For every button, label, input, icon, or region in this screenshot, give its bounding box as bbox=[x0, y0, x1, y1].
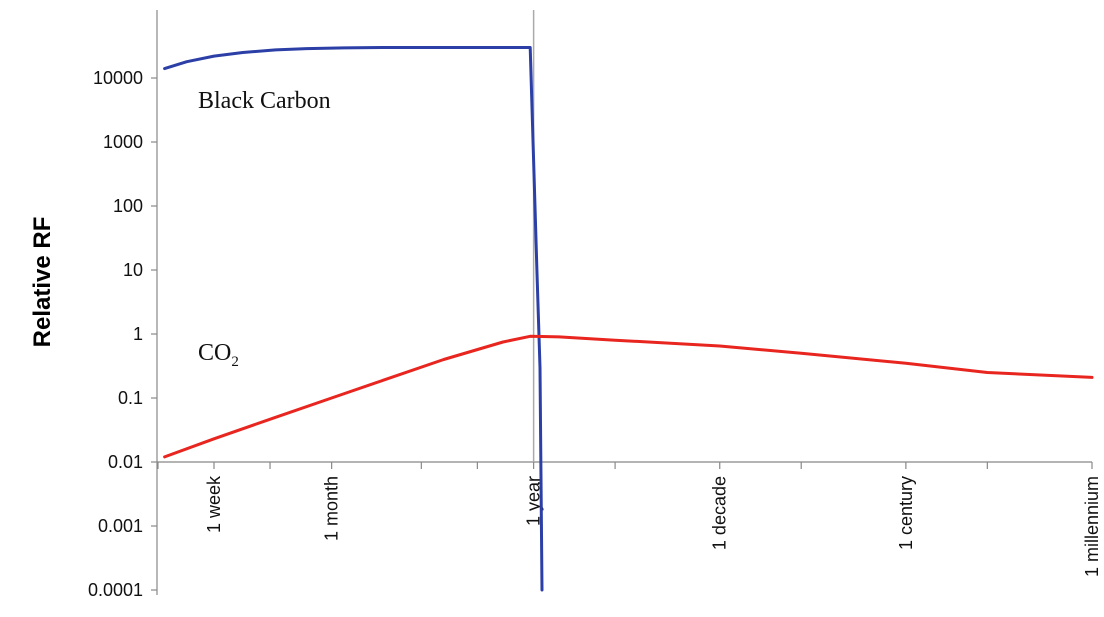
co2-label-main: CO bbox=[198, 340, 231, 366]
y-axis-title: Relative RF bbox=[29, 217, 56, 348]
y-tick-label: 1000 bbox=[103, 132, 143, 152]
y-tick-labels: 10000 1000 100 10 1 0.1 0.01 0.001 0.0001 bbox=[88, 68, 143, 600]
y-tick-label: 10000 bbox=[93, 68, 143, 88]
y-tick-label: 0.0001 bbox=[88, 580, 143, 600]
x-tick-label: 1 week bbox=[204, 475, 224, 533]
co2-label-subscript: 2 bbox=[231, 354, 239, 370]
y-tick-label: 0.01 bbox=[108, 452, 143, 472]
y-tick-label: 100 bbox=[113, 196, 143, 216]
y-tick-label: 10 bbox=[123, 260, 143, 280]
black-carbon-series-line bbox=[163, 46, 544, 592]
x-tick-label: 1 decade bbox=[710, 476, 730, 550]
co2-series-line bbox=[163, 334, 1094, 459]
x-tick-labels: 1 week 1 month 1 year 1 decade 1 century 1 mi… bbox=[204, 475, 1102, 577]
x-tick-label: 1 century bbox=[896, 476, 916, 550]
co2-label: CO2 bbox=[198, 340, 239, 370]
x-tick-label: 1 month bbox=[322, 476, 342, 541]
axes bbox=[151, 10, 1093, 595]
black-carbon-label: Black Carbon bbox=[198, 88, 331, 114]
x-tick-label: 1 millennium bbox=[1082, 476, 1102, 577]
y-tick-label: 0.001 bbox=[98, 516, 143, 536]
y-tick-label: 1 bbox=[133, 324, 143, 344]
y-tick-label: 0.1 bbox=[118, 388, 143, 408]
series-layer bbox=[163, 46, 1094, 592]
x-tick-label: 1 year bbox=[524, 476, 544, 526]
